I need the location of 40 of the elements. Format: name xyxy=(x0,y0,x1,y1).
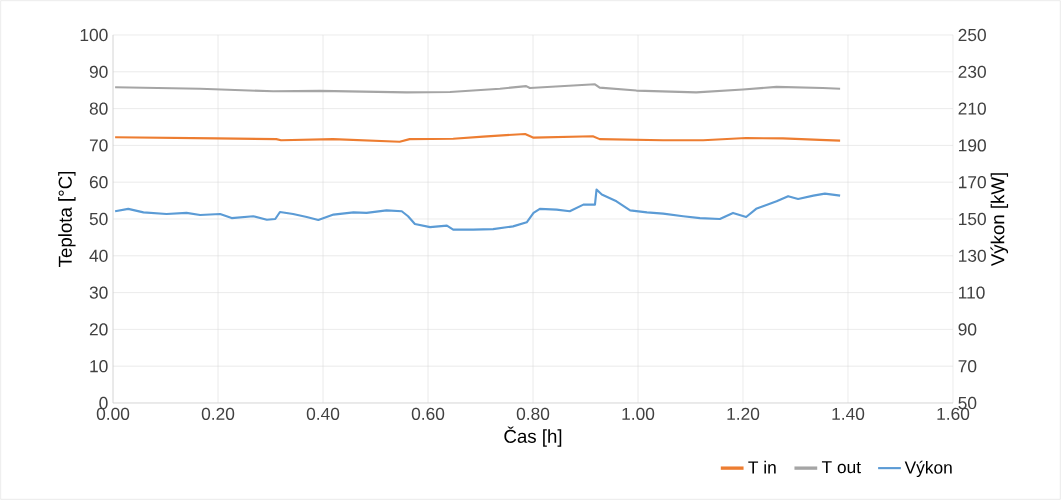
y2-tick-label: 90 xyxy=(958,323,977,336)
x-tick-label: 0.40 xyxy=(306,407,340,420)
y2-tick-label: 170 xyxy=(959,176,986,189)
y2-tick-label: 110 xyxy=(959,286,985,299)
y2-tick-label: 230 xyxy=(958,65,986,78)
line-series xyxy=(114,188,842,231)
x-tick-label: 0.20 xyxy=(201,407,235,420)
y-tick-label: 30 xyxy=(89,286,108,299)
y2-tick-label: 50 xyxy=(958,396,977,410)
x-tick-label: 1.20 xyxy=(727,407,760,420)
x-tick-label: 1.60 xyxy=(937,407,970,420)
legend-label: T out xyxy=(821,461,861,474)
y-tick-label: 0 xyxy=(99,396,108,410)
line-series xyxy=(114,83,842,94)
x-tick-label: 0.80 xyxy=(516,407,550,420)
y-tick-label: 40 xyxy=(89,249,108,262)
y-tick-label: 20 xyxy=(89,323,108,336)
y2-tick-label: 210 xyxy=(958,102,986,115)
y2-tick-label: 130 xyxy=(959,249,986,262)
line-series xyxy=(114,132,842,143)
x-axis-title: Čas [h] xyxy=(504,426,562,447)
y-tick-label: 100 xyxy=(80,28,108,42)
x-tick-label: 0.00 xyxy=(96,407,130,420)
y-tick-label: 70 xyxy=(89,139,108,152)
y-tick-label: 50 xyxy=(89,212,108,226)
x-tick-label: 1.00 xyxy=(622,407,655,420)
y2-axis-title: Výkon [kW] xyxy=(990,173,1009,267)
x-tick-label: 1.40 xyxy=(832,407,865,420)
y2-tick-label: 250 xyxy=(958,28,986,42)
legend-label: T in xyxy=(748,460,776,474)
x-tick-label: 0.60 xyxy=(411,407,445,420)
y2-tick-label: 70 xyxy=(958,360,977,373)
legend-label: Výkon xyxy=(904,460,952,478)
y2-tick-label: 190 xyxy=(959,139,986,152)
y-tick-label: 60 xyxy=(89,176,108,189)
y-tick-label: 90 xyxy=(89,65,108,78)
y-axis-title: Teplota [°C] xyxy=(58,171,76,267)
y2-tick-label: 150 xyxy=(959,212,986,226)
y-tick-label: 10 xyxy=(90,360,108,373)
y-tick-label: 80 xyxy=(89,102,108,115)
